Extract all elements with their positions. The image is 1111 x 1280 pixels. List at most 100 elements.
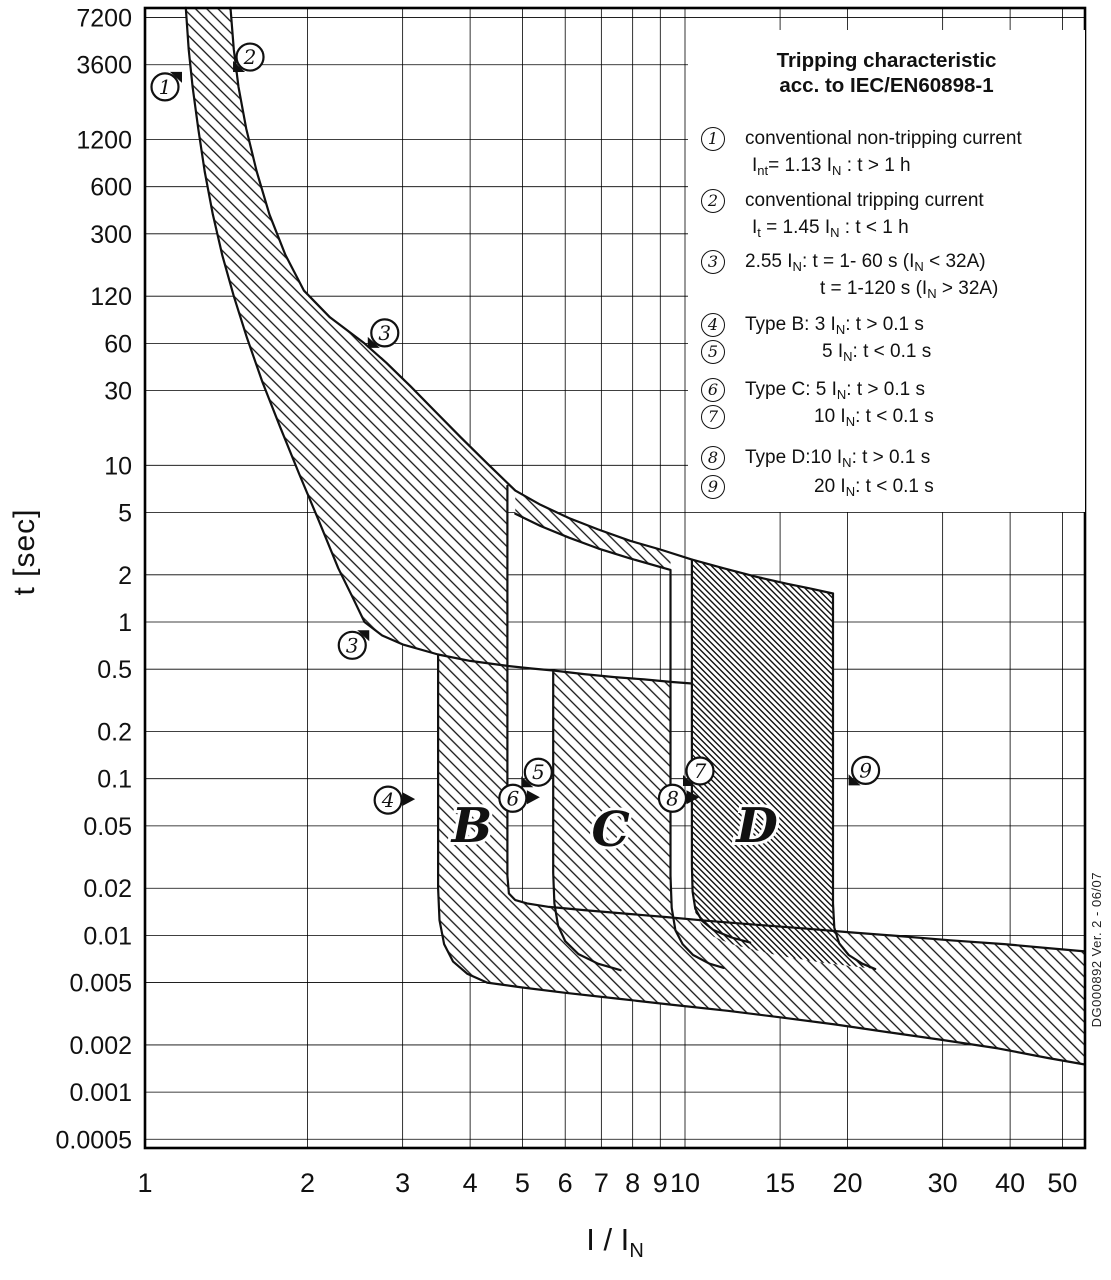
y-tick-label: 1200 xyxy=(76,126,132,154)
marker-7: 7 xyxy=(682,756,715,786)
c-max-line xyxy=(514,512,725,969)
y-tick-label: 0.05 xyxy=(83,813,132,841)
marker-circle xyxy=(370,318,400,348)
marker-circle xyxy=(657,783,688,813)
y-tick-label: 0.0005 xyxy=(56,1126,132,1154)
marker-circle xyxy=(235,42,265,72)
tick-labels: 7200360012006003001206030105210.50.20.10… xyxy=(56,5,1078,1198)
marker-circle xyxy=(337,630,367,660)
marker-number: 2 xyxy=(243,45,257,69)
x-tick-label: 9 xyxy=(653,1168,668,1198)
y-tick-label: 0.01 xyxy=(83,922,132,950)
x-tick-label: 30 xyxy=(928,1168,958,1198)
x-axis-title: I / IN xyxy=(450,1222,780,1263)
min-curve xyxy=(184,6,693,685)
thermal-and-type-b-band xyxy=(185,7,1085,1065)
x-tick-label: 15 xyxy=(765,1168,795,1198)
marker-3: 3 xyxy=(337,630,370,660)
band-letter-D: D xyxy=(734,798,778,854)
marker-3: 3 xyxy=(367,318,400,348)
plot-frame xyxy=(143,6,1087,1150)
marker-pointer-icon xyxy=(686,790,700,805)
marker-6: 6 xyxy=(498,783,540,813)
x-tick-label: 40 xyxy=(995,1168,1025,1198)
marker-number: 9 xyxy=(859,758,872,782)
y-tick-label: 300 xyxy=(90,221,132,249)
y-tick-label: 0.02 xyxy=(83,875,132,903)
x-axis-title-subscript: N xyxy=(629,1240,644,1262)
marker-number: 5 xyxy=(532,760,545,784)
band-letter-B: B xyxy=(450,798,493,854)
y-tick-label: 10 xyxy=(104,452,132,480)
x-tick-label: 6 xyxy=(558,1168,573,1198)
marker-circle xyxy=(373,785,403,815)
max-curve xyxy=(229,6,835,595)
y-tick-label: 30 xyxy=(104,378,132,406)
y-tick-label: 120 xyxy=(90,283,132,311)
marker-1: 1 xyxy=(150,71,182,102)
marker-number: 7 xyxy=(694,759,707,783)
band-letters: B C D xyxy=(447,795,782,861)
y-tick-label: 60 xyxy=(104,330,132,358)
marker-number: 8 xyxy=(666,786,679,810)
y-tick-label: 600 xyxy=(90,174,132,202)
cd-thermal-band xyxy=(515,490,671,570)
watermark: DG000892 Ver. 2 - 06/07 xyxy=(1089,872,1104,1028)
x-tick-label: 4 xyxy=(463,1168,478,1198)
marker-8: 8 xyxy=(657,783,700,813)
b-min-line xyxy=(437,653,1086,1066)
marker-circle xyxy=(851,755,881,785)
y-tick-label: 0.2 xyxy=(97,719,132,747)
marker-4: 4 xyxy=(373,785,416,815)
x-tick-label: 7 xyxy=(594,1168,609,1198)
marker-circle xyxy=(523,757,553,787)
band-letter-C: C xyxy=(591,802,629,858)
d-max-line xyxy=(831,592,877,971)
x-tick-label: 3 xyxy=(395,1168,410,1198)
marker-pointer-icon xyxy=(402,792,416,807)
x-tick-label: 20 xyxy=(833,1168,863,1198)
y-tick-label: 0.002 xyxy=(69,1032,132,1060)
y-tick-label: 1 xyxy=(118,609,132,637)
marker-number: 3 xyxy=(378,321,391,345)
curve-outlines xyxy=(184,6,1086,1066)
x-axis-title-main: I / I xyxy=(586,1222,630,1257)
marker-2: 2 xyxy=(233,42,265,73)
tripping-bands xyxy=(185,7,1085,1065)
x-tick-label: 10 xyxy=(670,1168,700,1198)
legend-title-line2: acc. to IEC/EN60898-1 xyxy=(779,74,994,97)
marker-number: 4 xyxy=(381,788,395,812)
marker-number: 6 xyxy=(507,786,520,810)
legend: Tripping characteristic acc. to IEC/EN60… xyxy=(688,30,1085,512)
x-tick-label: 50 xyxy=(1047,1168,1077,1198)
d-min-line xyxy=(690,558,752,944)
y-axis-title: t [sec] xyxy=(8,508,41,596)
legend-title-line1: Tripping characteristic xyxy=(776,49,997,72)
x-tick-label: 8 xyxy=(625,1168,640,1198)
y-tick-label: 7200 xyxy=(76,5,132,33)
marker-circle xyxy=(498,783,528,813)
marker-9: 9 xyxy=(848,755,881,786)
y-tick-label: 2 xyxy=(118,562,132,590)
type-d-band xyxy=(691,559,876,969)
b-max-line xyxy=(506,484,1086,953)
y-tick-label: 5 xyxy=(118,499,132,527)
y-tick-label: 0.001 xyxy=(69,1079,132,1107)
type-c-band xyxy=(553,670,724,971)
marker-5: 5 xyxy=(521,757,553,788)
x-tick-label: 5 xyxy=(515,1168,530,1198)
marker-circle xyxy=(150,72,180,102)
y-tick-label: 0.1 xyxy=(97,766,132,794)
marker-pointer-icon xyxy=(526,790,540,805)
y-tick-label: 3600 xyxy=(76,52,132,80)
x-tick-label: 2 xyxy=(300,1168,315,1198)
c-min-line xyxy=(552,669,622,972)
y-tick-label: 0.5 xyxy=(97,656,132,684)
marker-number: 3 xyxy=(346,633,359,657)
marker-circle xyxy=(685,756,715,786)
marker-number: 1 xyxy=(159,75,172,99)
x-tick-label: 1 xyxy=(137,1168,152,1198)
y-tick-label: 0.005 xyxy=(69,970,132,998)
